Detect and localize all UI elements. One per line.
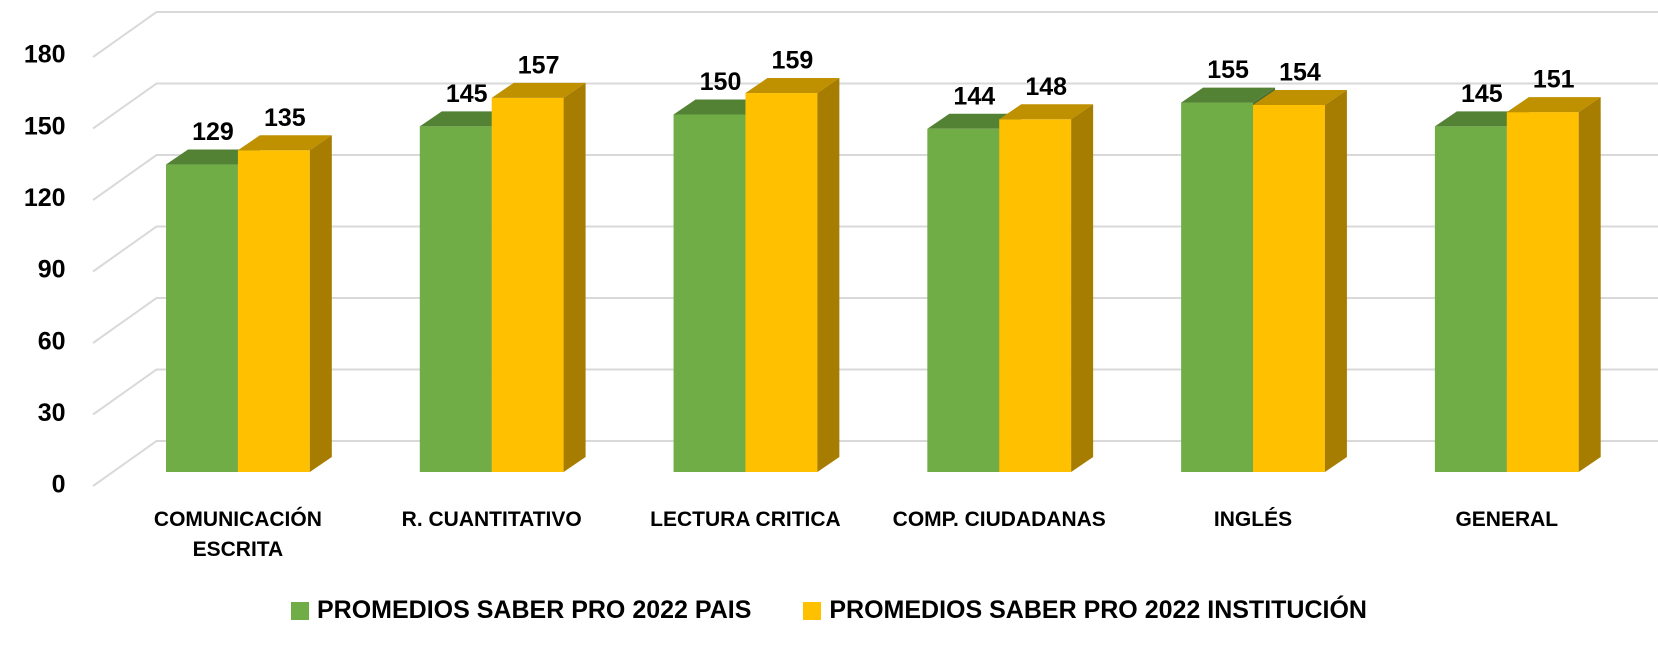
bar-top [745,78,840,94]
bar-front [419,126,492,473]
x-tick-label: COMUNICACIÓN ESCRITA [153,508,322,561]
bar-front [491,97,564,473]
bar-top [1434,111,1529,127]
bar-side [1324,89,1347,472]
bar-side [1578,97,1601,472]
data-label: 144 [953,82,995,110]
bar-top [166,149,260,165]
bar-front [1506,112,1579,472]
bar-front [1434,126,1507,473]
grid-line [92,11,1658,58]
bar-top [1253,89,1347,105]
bar-top [673,99,768,115]
grid-line [92,82,1658,130]
x-tick-label: R. CUANTITATIVO [401,508,582,531]
grid-line [92,368,1658,416]
bar-side [309,135,332,472]
data-label: 154 [1279,59,1321,87]
bar [237,135,332,472]
data-label: 145 [446,80,488,108]
legend-swatch [803,601,822,620]
grid-line [92,297,1658,344]
y-tick-label: 0 [52,471,66,499]
legend-item: PROMEDIOS SABER PRO 2022 PAIS [291,596,751,625]
y-tick-label: 60 [38,327,66,355]
x-tick-label: INGLÉS [1213,508,1293,531]
bar [999,104,1094,473]
bar-front [999,119,1072,473]
bar-top [999,104,1094,120]
y-tick-label: 120 [24,184,66,212]
bar-side [817,78,840,473]
data-label: 159 [772,47,814,75]
y-tick-label: 150 [24,112,66,140]
data-label: 155 [1207,56,1249,84]
bar-side [1071,104,1094,473]
data-label: 145 [1461,80,1503,108]
x-tick-label: COMP. CIUDADANAS [892,508,1106,531]
data-label: 157 [518,51,560,79]
bar-front [745,93,818,473]
bar [1506,97,1601,472]
bar-front [1253,104,1325,472]
data-label: 135 [264,104,306,132]
bar-front [237,150,310,472]
grid-line [92,440,1658,487]
bar-front [1181,102,1254,472]
bar-top [927,113,1022,129]
y-tick-label: 90 [38,256,66,284]
bar [491,82,586,473]
y-tick-label: 30 [38,399,66,427]
data-label: 129 [192,118,234,146]
bar-side [563,82,586,473]
bar-top [1506,97,1601,113]
x-tick-label: LECTURA CRITICA [650,508,841,531]
bar [745,78,840,473]
x-tick-label: GENERAL [1455,508,1559,531]
bar-top [491,82,586,98]
bar-top [419,111,514,127]
bar-front [927,128,1000,473]
data-label: 148 [1025,73,1067,101]
y-tick-label: 180 [24,41,66,69]
bar [1253,89,1347,472]
bar-front [673,114,746,472]
legend-label: PROMEDIOS SABER PRO 2022 PAIS [317,596,752,624]
bar-top [1181,87,1276,103]
legend-label: PROMEDIOS SABER PRO 2022 INSTITUCIÓN [829,596,1367,624]
data-label: 150 [700,68,742,96]
legend-swatch [291,601,309,620]
bar-front [166,164,238,473]
grid-line [92,225,1658,273]
bar-top [237,135,332,151]
legend: PROMEDIOS SABER PRO 2022 PAIS PROMEDIOS S… [0,596,1658,627]
data-label: 151 [1533,66,1575,94]
legend-item: PROMEDIOS SABER PRO 2022 INSTITUCIÓN [803,596,1367,625]
grid-line [92,154,1658,201]
